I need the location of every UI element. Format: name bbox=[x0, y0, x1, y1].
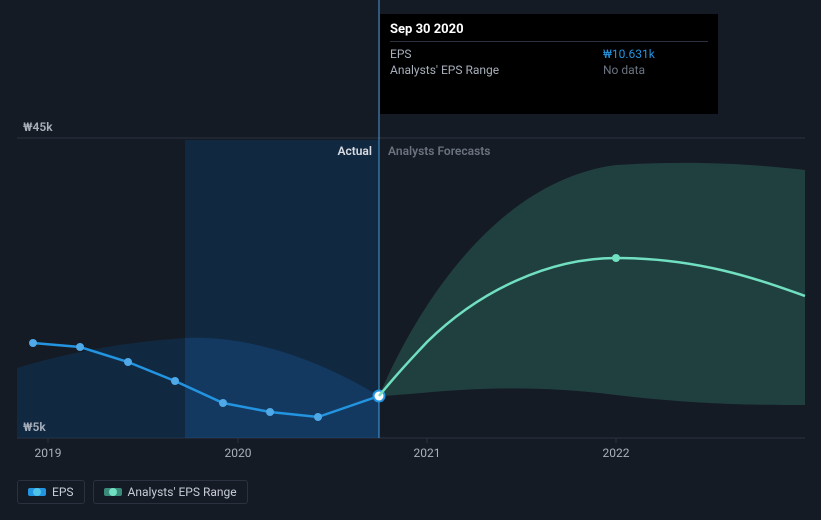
x-axis-label: 2022 bbox=[603, 446, 630, 460]
section-label-actual: Actual bbox=[300, 144, 372, 158]
tooltip-label: Analysts' EPS Range bbox=[390, 62, 593, 78]
legend-swatch-eps bbox=[28, 488, 46, 496]
legend-swatch-range bbox=[104, 488, 122, 496]
tooltip-value: ₩10.631k bbox=[593, 46, 708, 62]
legend-label: EPS bbox=[52, 485, 74, 499]
legend-item-range[interactable]: Analysts' EPS Range bbox=[93, 480, 248, 504]
x-axis-label: 2019 bbox=[35, 446, 62, 460]
eps-chart-container: { "chart": { "type": "line", "width": 82… bbox=[0, 0, 821, 520]
tooltip-value: No data bbox=[593, 62, 708, 78]
x-axis-label: 2021 bbox=[414, 446, 441, 460]
y-axis-label-min: ₩5k bbox=[23, 420, 46, 434]
tooltip-label: EPS bbox=[390, 46, 593, 62]
tooltip-date: Sep 30 2020 bbox=[390, 22, 708, 42]
tooltip-table: EPS ₩10.631k Analysts' EPS Range No data bbox=[390, 46, 708, 78]
tooltip-row-range: Analysts' EPS Range No data bbox=[390, 62, 708, 78]
y-axis-label-max: ₩45k bbox=[23, 120, 53, 134]
tooltip-row-eps: EPS ₩10.631k bbox=[390, 46, 708, 62]
chart-tooltip: Sep 30 2020 EPS ₩10.631k Analysts' EPS R… bbox=[380, 14, 718, 114]
legend-item-eps[interactable]: EPS bbox=[17, 480, 85, 504]
chart-legend: EPS Analysts' EPS Range bbox=[17, 480, 248, 504]
legend-label: Analysts' EPS Range bbox=[128, 485, 237, 499]
x-axis-label: 2020 bbox=[225, 446, 252, 460]
section-label-forecast: Analysts Forecasts bbox=[388, 144, 490, 158]
